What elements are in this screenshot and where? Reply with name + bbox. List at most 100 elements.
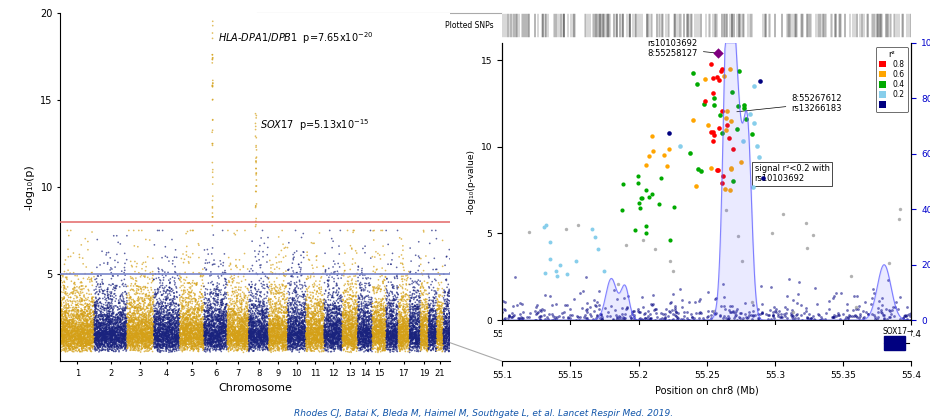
Point (176, 339, 191, 346)
Point (312, 328, 327, 334)
Point (191, 330, 206, 337)
Point (312, 326, 326, 333)
Point (435, 324, 450, 331)
Point (391, 337, 405, 344)
Point (253, 338, 268, 344)
Point (80, 321, 95, 328)
Point (264, 333, 279, 340)
Point (356, 315, 371, 322)
Point (710, 167, 724, 173)
Point (708, 296, 723, 302)
Point (295, 330, 310, 337)
Point (301, 336, 316, 343)
Point (101, 319, 116, 326)
Point (195, 318, 210, 325)
Point (428, 333, 443, 339)
Point (362, 289, 377, 295)
Point (287, 326, 302, 333)
Point (386, 341, 401, 347)
Point (402, 332, 417, 339)
Point (440, 321, 455, 328)
Point (352, 330, 366, 336)
Point (391, 322, 405, 329)
Point (269, 320, 284, 327)
Point (432, 338, 447, 345)
Point (218, 312, 232, 319)
Point (264, 330, 279, 337)
Point (236, 307, 251, 313)
Point (195, 280, 210, 287)
Point (341, 299, 356, 306)
Point (371, 324, 386, 331)
Point (246, 327, 261, 334)
Point (89, 337, 104, 344)
Point (318, 331, 333, 338)
Point (417, 344, 432, 351)
Point (220, 334, 235, 341)
Point (261, 316, 276, 323)
Point (61, 316, 76, 323)
Point (258, 333, 272, 339)
Point (368, 320, 383, 326)
Point (88, 340, 103, 347)
Point (295, 300, 310, 307)
Point (380, 303, 395, 310)
Point (242, 343, 257, 350)
Point (300, 273, 315, 280)
Point (146, 343, 161, 350)
Point (112, 323, 126, 330)
Point (140, 326, 155, 333)
Point (198, 304, 213, 310)
Point (270, 326, 285, 333)
Point (225, 346, 240, 352)
Point (319, 332, 334, 339)
Point (88, 331, 103, 338)
Point (312, 320, 326, 326)
Point (227, 320, 242, 326)
Point (227, 326, 242, 333)
Point (262, 325, 277, 332)
Point (174, 313, 189, 320)
Point (255, 308, 270, 315)
Point (302, 340, 317, 347)
Point (241, 315, 256, 321)
Point (166, 324, 181, 331)
Point (407, 316, 422, 323)
Point (338, 334, 352, 341)
Point (162, 301, 177, 307)
Point (214, 336, 229, 343)
Point (539, 313, 554, 320)
Point (304, 342, 319, 349)
Point (186, 331, 201, 337)
Point (403, 328, 418, 335)
Point (132, 343, 147, 350)
Point (86, 336, 101, 343)
Point (62, 333, 77, 339)
Point (398, 321, 413, 328)
Point (179, 310, 193, 317)
Point (368, 324, 383, 331)
Point (366, 330, 381, 336)
Point (64, 337, 79, 344)
Point (171, 333, 186, 339)
Point (119, 290, 134, 297)
Point (128, 323, 143, 329)
Point (179, 336, 194, 342)
Point (359, 336, 374, 343)
Point (371, 285, 386, 292)
Point (136, 326, 151, 333)
Point (294, 309, 309, 316)
Point (300, 340, 315, 346)
Point (114, 338, 129, 344)
Point (438, 346, 453, 352)
Point (296, 326, 311, 332)
Point (161, 316, 176, 323)
Point (314, 332, 329, 339)
Point (123, 333, 138, 339)
Point (308, 296, 323, 302)
Point (281, 343, 296, 349)
Point (140, 323, 154, 329)
Point (277, 329, 292, 336)
Point (309, 323, 324, 329)
Point (162, 341, 177, 348)
